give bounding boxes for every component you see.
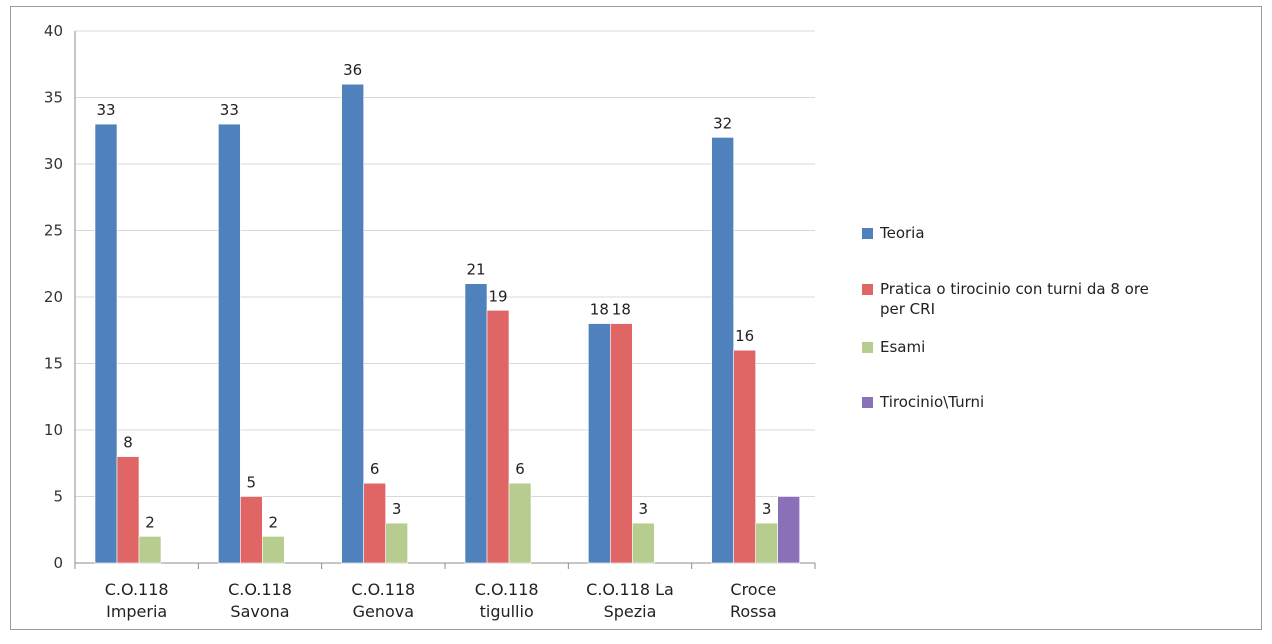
bar	[341, 83, 364, 564]
legend-swatch	[862, 342, 873, 353]
legend-label: Tirocinio\Turni	[879, 393, 984, 411]
bar	[610, 323, 633, 564]
data-label: 33	[96, 101, 115, 119]
legend-swatch	[862, 284, 873, 295]
x-tick-label: C.O.118	[105, 580, 169, 599]
y-tick-label: 0	[53, 554, 63, 572]
data-label: 2	[145, 513, 155, 531]
bar	[240, 496, 263, 564]
y-tick-label: 40	[44, 22, 63, 40]
legend-swatch	[862, 228, 873, 239]
bar	[385, 522, 408, 564]
y-tick-label: 20	[44, 288, 63, 306]
data-label: 6	[515, 460, 525, 478]
data-label: 16	[735, 327, 754, 345]
data-label: 3	[639, 500, 649, 518]
bar	[588, 323, 611, 564]
bar	[94, 123, 118, 564]
bar	[486, 309, 510, 564]
x-tick-label: Imperia	[106, 602, 167, 621]
bar	[138, 536, 162, 564]
y-tick-label: 25	[44, 222, 63, 240]
bar	[116, 456, 140, 564]
x-tick-label: Genova	[353, 602, 414, 621]
x-tick-label: C.O.118 La	[586, 580, 674, 599]
legend-label: Teoria	[879, 224, 925, 242]
data-label: 6	[370, 460, 380, 478]
data-label: 18	[612, 301, 631, 319]
legend-swatch	[862, 397, 873, 408]
data-label: 32	[713, 114, 732, 132]
bar	[262, 536, 285, 564]
data-label: 8	[123, 434, 133, 452]
x-tick-label: Rossa	[730, 602, 777, 621]
bar	[632, 522, 655, 564]
data-label: 19	[488, 287, 507, 305]
data-label: 3	[392, 500, 402, 518]
bar	[733, 349, 756, 564]
x-tick-label: Savona	[230, 602, 289, 621]
x-tick-label: Spezia	[604, 602, 657, 621]
data-label: 2	[269, 513, 279, 531]
bar	[711, 137, 734, 564]
x-tick-label: Croce	[730, 580, 776, 599]
x-tick-label: C.O.118	[475, 580, 539, 599]
bar	[363, 482, 386, 564]
bar	[777, 496, 800, 564]
y-tick-label: 5	[53, 488, 63, 506]
x-tick-label: C.O.118	[228, 580, 292, 599]
data-label: 36	[343, 61, 362, 79]
legend-label: Pratica o tirocinio con turni da 8 ore	[880, 280, 1149, 298]
data-label: 21	[466, 261, 485, 279]
data-label: 5	[247, 474, 257, 492]
bar	[218, 123, 241, 564]
data-label: 3	[762, 500, 772, 518]
y-tick-label: 35	[44, 89, 63, 107]
bar	[508, 482, 532, 564]
y-tick-label: 10	[44, 421, 63, 439]
data-label: 18	[590, 301, 609, 319]
data-label: 33	[220, 101, 239, 119]
x-tick-label: tigullio	[480, 602, 534, 621]
y-tick-label: 15	[44, 355, 63, 373]
x-tick-label: C.O.118	[351, 580, 415, 599]
legend-label: per CRI	[880, 300, 935, 318]
legend-label: Esami	[880, 338, 925, 356]
bar	[464, 283, 488, 564]
bar	[755, 522, 778, 564]
y-tick-label: 30	[44, 155, 63, 173]
